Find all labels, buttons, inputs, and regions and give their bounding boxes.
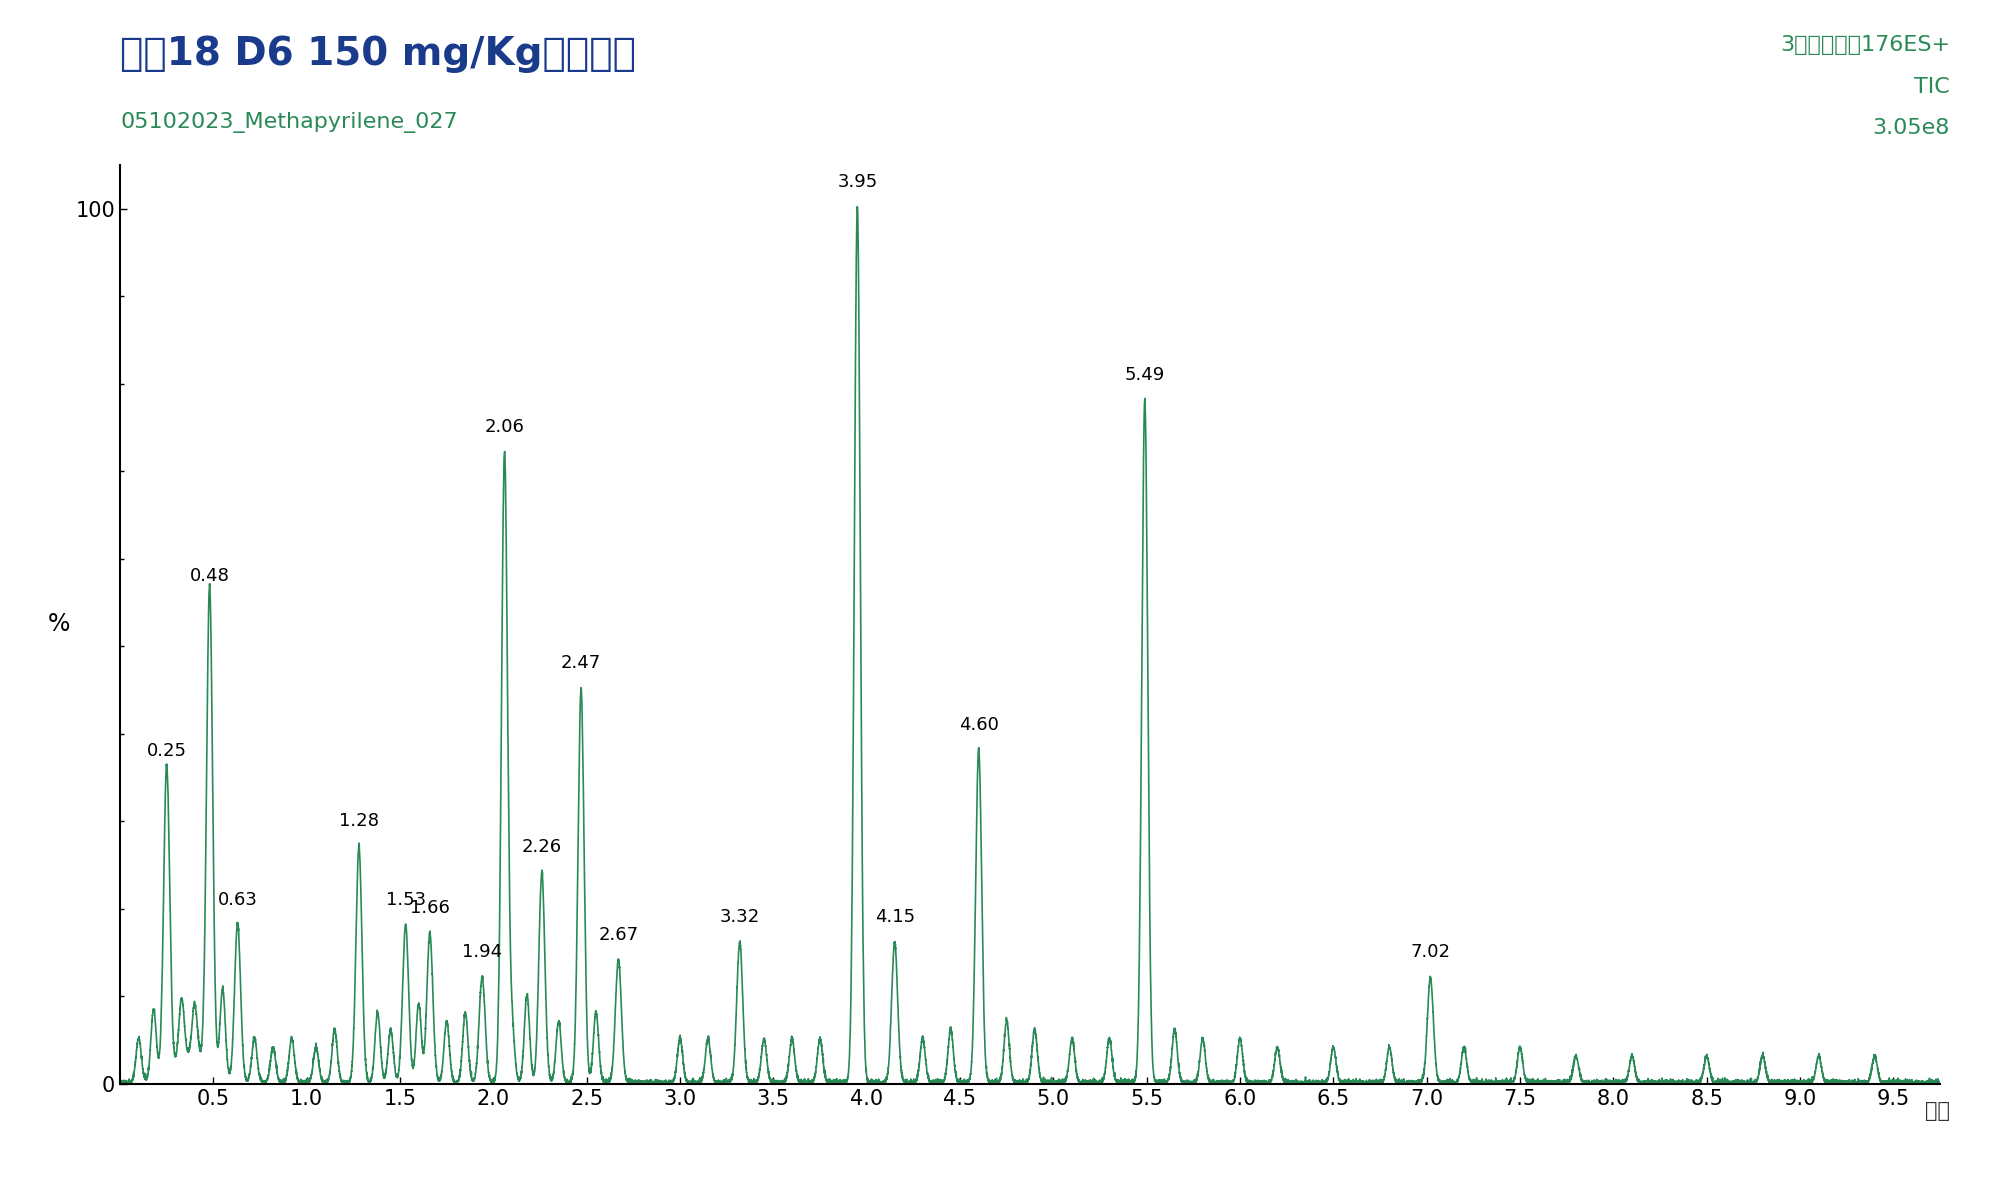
Text: 1.53: 1.53 xyxy=(386,891,426,908)
Text: 0.48: 0.48 xyxy=(190,567,230,585)
Text: 1.94: 1.94 xyxy=(462,944,502,961)
Text: 0.63: 0.63 xyxy=(218,891,258,908)
Text: 0.25: 0.25 xyxy=(146,742,186,760)
Text: 3：中性丢失176ES+: 3：中性丢失176ES+ xyxy=(1780,35,1950,55)
Y-axis label: %: % xyxy=(48,613,70,636)
Text: 5.49: 5.49 xyxy=(1124,365,1164,384)
Text: 7.02: 7.02 xyxy=(1410,944,1450,961)
Text: 3.95: 3.95 xyxy=(838,173,878,191)
Text: 3.05e8: 3.05e8 xyxy=(1872,118,1950,138)
Text: 1.66: 1.66 xyxy=(410,900,450,918)
Text: 3.32: 3.32 xyxy=(720,908,760,926)
Text: 1.28: 1.28 xyxy=(338,812,378,830)
Text: 4.60: 4.60 xyxy=(958,716,998,734)
Text: 2.67: 2.67 xyxy=(598,926,638,944)
Text: 大鼠18 D6 150 mg/Kg中性丢失: 大鼠18 D6 150 mg/Kg中性丢失 xyxy=(120,35,636,73)
Text: 05102023_Methapyrilene_027: 05102023_Methapyrilene_027 xyxy=(120,112,458,133)
Text: 4.15: 4.15 xyxy=(874,908,914,926)
Text: TIC: TIC xyxy=(1914,77,1950,97)
Text: 时间: 时间 xyxy=(1924,1101,1950,1121)
Text: 2.26: 2.26 xyxy=(522,839,562,856)
Text: 2.47: 2.47 xyxy=(560,655,602,673)
Text: 2.06: 2.06 xyxy=(484,418,524,436)
